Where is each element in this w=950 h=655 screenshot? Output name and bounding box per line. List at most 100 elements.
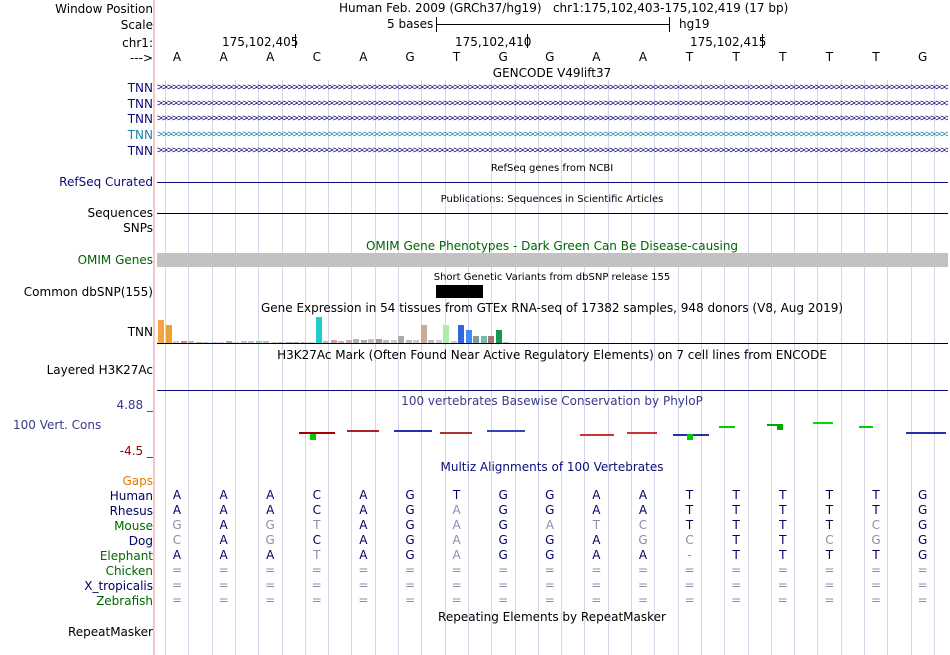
gtex-tissue-bar[interactable] bbox=[293, 342, 299, 343]
phylop-score-mark[interactable] bbox=[767, 424, 781, 426]
species-label[interactable]: Zebrafish bbox=[96, 594, 153, 608]
gencode-gene-label[interactable]: TNN bbox=[127, 97, 153, 111]
gencode-gene-label[interactable]: TNN bbox=[127, 144, 153, 158]
gtex-tissue-bar[interactable] bbox=[390, 340, 397, 343]
gtex-tissue-bar[interactable] bbox=[420, 325, 427, 343]
dbsnp-variant-block[interactable] bbox=[436, 285, 483, 298]
gtex-tissue-bar[interactable] bbox=[345, 340, 352, 343]
gtex-tissue-bar[interactable] bbox=[233, 342, 239, 343]
gtex-tissue-bar[interactable] bbox=[173, 341, 179, 343]
gtex-tissue-bar[interactable] bbox=[323, 341, 329, 343]
phylop-score-mark[interactable] bbox=[487, 430, 525, 432]
phylop-score-block[interactable] bbox=[777, 424, 783, 430]
phylop-score-mark[interactable] bbox=[580, 434, 614, 436]
gtex-tissue-bar[interactable] bbox=[473, 336, 479, 343]
gtex-tissue-bar[interactable] bbox=[255, 341, 262, 343]
gtex-tissue-bar[interactable] bbox=[300, 342, 307, 343]
gtex-tissue-bar[interactable] bbox=[180, 341, 187, 343]
gtex-tissue-bar[interactable] bbox=[398, 336, 404, 343]
phylop-score-mark[interactable] bbox=[813, 422, 833, 424]
omim-gene-block[interactable] bbox=[157, 253, 948, 267]
phylop-signal[interactable] bbox=[157, 418, 948, 446]
gtex-tissue-bar[interactable] bbox=[495, 330, 502, 343]
gene-intron-arrows[interactable]: >>>>>>>>>>>>>>>>>>>>>>>>>>>>>>>>>>>>>>>>… bbox=[157, 113, 948, 124]
phylop-score-mark[interactable] bbox=[440, 432, 472, 434]
species-label[interactable]: Elephant bbox=[99, 549, 153, 563]
omim-track-label[interactable]: OMIM Genes bbox=[77, 253, 153, 267]
gtex-tissue-bar[interactable] bbox=[188, 341, 194, 343]
gtex-tissue-bar[interactable] bbox=[285, 342, 292, 343]
aligned-base: T bbox=[825, 518, 834, 532]
gtex-tissue-bar[interactable] bbox=[278, 342, 284, 343]
gtex-tissue-bar[interactable] bbox=[338, 341, 344, 343]
publications-line[interactable] bbox=[157, 213, 948, 214]
repeatmasker-track-label[interactable]: RepeatMasker bbox=[67, 625, 153, 639]
gtex-tissue-bar[interactable] bbox=[195, 342, 202, 343]
gtex-tissue-bar[interactable] bbox=[458, 325, 464, 343]
gtex-tissue-bar[interactable] bbox=[405, 340, 412, 343]
phylop-score-mark[interactable] bbox=[299, 432, 335, 434]
species-label[interactable]: Rhesus bbox=[109, 504, 153, 518]
sequences-track-label[interactable]: Sequences bbox=[87, 206, 153, 220]
phylop-score-mark[interactable] bbox=[627, 432, 657, 434]
gtex-tissue-bar[interactable] bbox=[360, 340, 367, 343]
gtex-tissue-bar[interactable] bbox=[270, 342, 277, 343]
aligned-base: A bbox=[638, 503, 648, 517]
gtex-tissue-bar[interactable] bbox=[428, 340, 434, 343]
gtex-tissue-bar[interactable] bbox=[165, 325, 172, 343]
species-label[interactable]: Human bbox=[109, 489, 153, 503]
gtex-tissue-bar[interactable] bbox=[158, 320, 164, 343]
phylop-score-mark[interactable] bbox=[347, 430, 379, 432]
gtex-tissue-bar[interactable] bbox=[353, 339, 359, 343]
phylop-score-mark[interactable] bbox=[719, 426, 735, 428]
gtex-bar-chart[interactable] bbox=[157, 317, 948, 343]
gtex-tissue-bar[interactable] bbox=[240, 341, 247, 343]
gtex-tissue-bar[interactable] bbox=[330, 340, 337, 343]
species-label[interactable]: Dog bbox=[128, 534, 153, 548]
refseq-track-label[interactable]: RefSeq Curated bbox=[59, 175, 153, 189]
species-label[interactable]: Mouse bbox=[114, 519, 153, 533]
species-label[interactable]: X_tropicalis bbox=[84, 579, 153, 593]
gtex-tissue-bar[interactable] bbox=[203, 342, 209, 343]
gtex-tissue-bar[interactable] bbox=[503, 342, 509, 343]
phylop-score-mark[interactable] bbox=[394, 430, 432, 432]
gtex-tissue-bar[interactable] bbox=[308, 342, 314, 343]
phylop-score-mark[interactable] bbox=[859, 426, 873, 428]
gtex-track-label[interactable]: TNN bbox=[127, 325, 153, 339]
gtex-tissue-bar[interactable] bbox=[375, 339, 382, 343]
gtex-tissue-bar[interactable] bbox=[263, 341, 269, 343]
gaps-track-label[interactable]: Gaps bbox=[122, 474, 153, 488]
gene-intron-arrows[interactable]: >>>>>>>>>>>>>>>>>>>>>>>>>>>>>>>>>>>>>>>>… bbox=[157, 145, 948, 156]
gtex-tissue-bar[interactable] bbox=[315, 317, 322, 343]
phylop-track-label[interactable]: 100 Vert. Cons bbox=[13, 418, 102, 432]
gtex-tissue-bar[interactable] bbox=[480, 336, 487, 343]
gene-intron-arrows[interactable]: >>>>>>>>>>>>>>>>>>>>>>>>>>>>>>>>>>>>>>>>… bbox=[157, 98, 948, 109]
phylop-score-block[interactable] bbox=[310, 434, 316, 440]
gene-intron-arrows[interactable]: >>>>>>>>>>>>>>>>>>>>>>>>>>>>>>>>>>>>>>>>… bbox=[157, 82, 948, 93]
gtex-tissue-bar[interactable] bbox=[443, 325, 449, 343]
dbsnp-track-label[interactable]: Common dbSNP(155) bbox=[23, 285, 153, 299]
gtex-tissue-bar[interactable] bbox=[435, 340, 442, 343]
gtex-tissue-bar[interactable] bbox=[368, 339, 374, 343]
gencode-gene-label[interactable]: TNN bbox=[127, 112, 153, 126]
gtex-tissue-bar[interactable] bbox=[248, 341, 254, 343]
refseq-gene-line[interactable] bbox=[157, 182, 948, 183]
aligned-base: = bbox=[637, 578, 649, 592]
gencode-gene-label[interactable]: TNN bbox=[127, 81, 153, 95]
gtex-tissue-bar[interactable] bbox=[413, 340, 419, 343]
gtex-tissue-bar[interactable] bbox=[210, 342, 217, 343]
gtex-tissue-bar[interactable] bbox=[218, 342, 224, 343]
gtex-tissue-bar[interactable] bbox=[225, 341, 232, 343]
snps-track-label[interactable]: SNPs bbox=[123, 221, 153, 235]
phylop-score-mark[interactable] bbox=[906, 432, 946, 434]
species-label[interactable]: Chicken bbox=[105, 564, 153, 578]
gtex-tissue-bar[interactable] bbox=[383, 340, 389, 343]
gtex-tissue-bar[interactable] bbox=[488, 336, 494, 343]
gtex-tissue-bar[interactable] bbox=[465, 330, 472, 343]
h3k27ac-track-label[interactable]: Layered H3K27Ac bbox=[46, 363, 153, 377]
gencode-gene-label[interactable]: TNN bbox=[127, 128, 153, 142]
gene-intron-arrows[interactable]: >>>>>>>>>>>>>>>>>>>>>>>>>>>>>>>>>>>>>>>>… bbox=[157, 129, 948, 140]
phylop-score-block[interactable] bbox=[687, 434, 693, 440]
gtex-tissue-bar[interactable] bbox=[450, 341, 457, 343]
